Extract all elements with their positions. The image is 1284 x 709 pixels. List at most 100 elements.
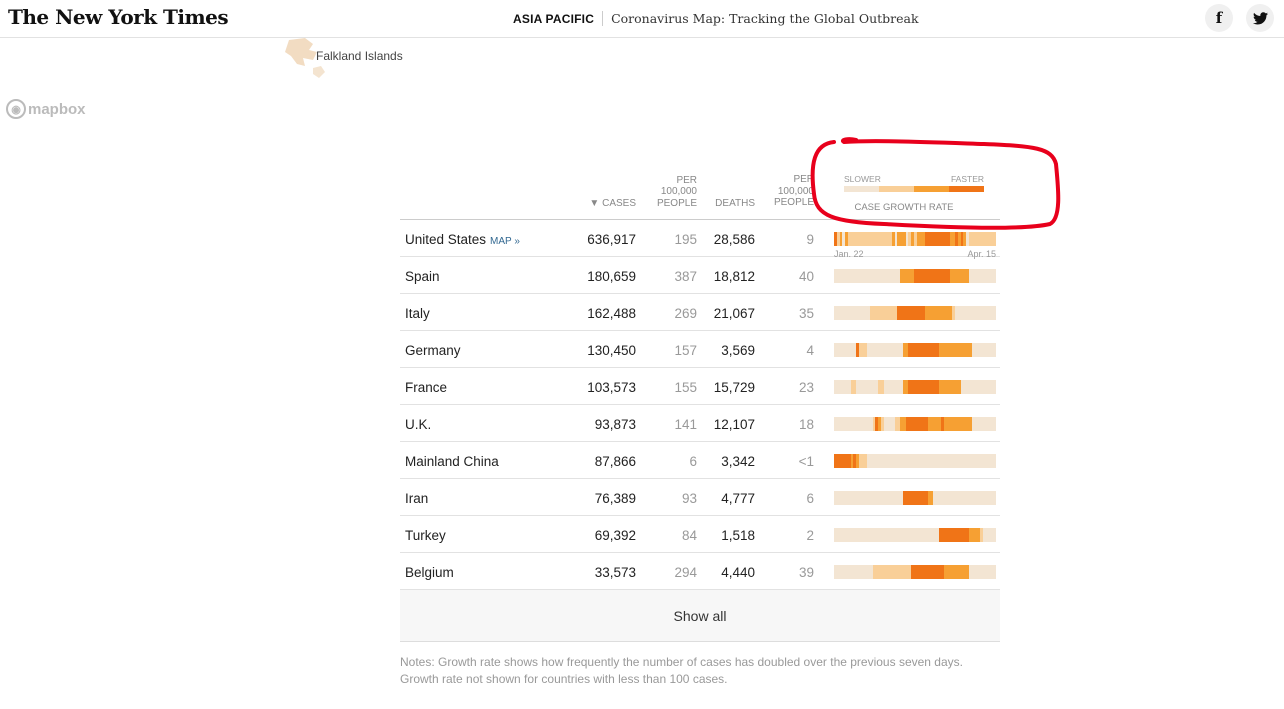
sparkline-day — [985, 343, 988, 357]
sparkline-day — [919, 269, 922, 283]
sparkline-day — [869, 417, 873, 431]
cases-value: 76,389 — [594, 491, 636, 506]
sparkline-day — [933, 232, 936, 246]
sparkline-day — [968, 232, 972, 246]
nyt-logo[interactable]: The New York Times — [8, 5, 229, 29]
sparkline-day — [847, 380, 851, 394]
sparkline-day — [957, 306, 961, 320]
sparkline-day — [963, 528, 966, 542]
country-name[interactable]: Turkey — [405, 528, 446, 543]
table-row[interactable]: Turkey 69,392 84 1,518 2 — [400, 516, 1000, 553]
country-name[interactable]: United States MAP » — [405, 232, 520, 247]
sparkline-day — [949, 269, 953, 283]
deaths-value: 4,777 — [721, 491, 755, 506]
sparkline-day — [908, 380, 911, 394]
table-row[interactable]: United States MAP » 636,917 195 28,586 9 Jan. … — [400, 220, 1000, 259]
country-name[interactable]: France — [405, 380, 447, 395]
table-row[interactable]: Belgium 33,573 294 4,440 39 — [400, 553, 1000, 590]
sparkline-day — [875, 491, 878, 505]
sparkline-day — [905, 232, 909, 246]
sparkline-day — [971, 454, 975, 468]
sparkline-day — [908, 232, 911, 246]
site-header: The New York Times ASIA PACIFIC Coronavi… — [0, 0, 1284, 38]
sparkline-day — [960, 454, 964, 468]
sparkline-day — [897, 269, 900, 283]
country-name[interactable]: Spain — [405, 269, 440, 284]
country-map-link[interactable]: MAP » — [490, 236, 520, 247]
sparkline-day — [908, 269, 911, 283]
sparkline-day — [919, 528, 922, 542]
sparkline-day — [900, 306, 903, 320]
sparkline-day — [922, 454, 925, 468]
sparkline-day — [977, 528, 980, 542]
section-link[interactable]: ASIA PACIFIC — [513, 11, 595, 26]
deaths-value: 12,107 — [713, 417, 755, 432]
sparkline-day — [886, 343, 889, 357]
table-row[interactable]: Iran 76,389 93 4,777 6 — [400, 479, 1000, 516]
country-name[interactable]: Italy — [405, 306, 430, 321]
cases-column-header[interactable]: ▼ CASES — [589, 198, 636, 210]
sparkline-day — [902, 528, 906, 542]
sparkline-day — [955, 343, 958, 357]
sparkline-day — [927, 454, 931, 468]
sparkline-day — [938, 454, 942, 468]
sparkline-day — [878, 417, 881, 431]
sparkline-day — [839, 343, 843, 357]
sparkline-day — [966, 269, 969, 283]
sparkline-day — [905, 269, 909, 283]
sparkline-day — [872, 343, 876, 357]
table-row[interactable]: Mainland China 87,866 6 3,342 <1 — [400, 442, 1000, 479]
deaths-value: 3,569 — [721, 343, 755, 358]
cases-per-100k: 195 — [674, 232, 697, 247]
sparkline-day — [968, 417, 972, 431]
table-row[interactable]: U.K. 93,873 141 12,107 18 — [400, 405, 1000, 442]
country-name[interactable]: Iran — [405, 491, 428, 506]
sparkline-day — [864, 565, 867, 579]
country-label: Turkey — [405, 528, 446, 543]
table-row[interactable]: Spain 180,659 387 18,812 40 — [400, 257, 1000, 294]
table-row[interactable]: France 103,573 155 15,729 23 — [400, 368, 1000, 405]
sparkline-day — [850, 232, 854, 246]
sparkline-day — [927, 528, 931, 542]
sparkline-day — [966, 491, 969, 505]
sparkline-day — [853, 454, 856, 468]
sparkline-day — [864, 417, 867, 431]
sparkline-day — [933, 454, 936, 468]
sparkline-day — [891, 417, 895, 431]
twitter-share-button[interactable] — [1246, 4, 1274, 32]
sparkline-day — [979, 306, 983, 320]
sparkline-day — [990, 269, 994, 283]
sparkline-day — [842, 528, 845, 542]
sparkline-day — [982, 528, 986, 542]
country-name[interactable]: Belgium — [405, 565, 454, 580]
sparkline-day — [861, 454, 865, 468]
country-name[interactable]: Germany — [405, 343, 461, 358]
sparkline-day — [930, 528, 933, 542]
sparkline-day — [900, 343, 903, 357]
sparkline-day — [919, 454, 922, 468]
show-all-button[interactable]: Show all — [400, 590, 1000, 642]
table-row[interactable]: Italy 162,488 269 21,067 35 — [400, 294, 1000, 331]
sparkline-day — [836, 343, 840, 357]
sparkline-day — [933, 380, 936, 394]
mapbox-attribution[interactable]: ◉ mapbox — [6, 99, 86, 119]
sparkline-day — [990, 417, 994, 431]
growth-rate-sparkline — [834, 454, 997, 468]
sparkline-day — [891, 380, 895, 394]
sparkline-day — [856, 232, 859, 246]
table-row[interactable]: Germany 130,450 157 3,569 4 — [400, 331, 1000, 368]
sparkline-day — [935, 232, 939, 246]
sparkline-day — [946, 491, 950, 505]
sparkline-day — [905, 454, 909, 468]
sparkline-day — [900, 380, 903, 394]
sparkline-day — [834, 565, 837, 579]
sparkline-day — [911, 454, 914, 468]
sparkline-day — [880, 380, 884, 394]
sparkline-day — [900, 491, 903, 505]
sparkline-day — [894, 343, 898, 357]
country-name[interactable]: U.K. — [405, 417, 431, 432]
sparkline-day — [872, 306, 876, 320]
facebook-share-button[interactable]: f — [1205, 4, 1233, 32]
country-name[interactable]: Mainland China — [405, 454, 499, 469]
sparkline-day — [880, 306, 884, 320]
